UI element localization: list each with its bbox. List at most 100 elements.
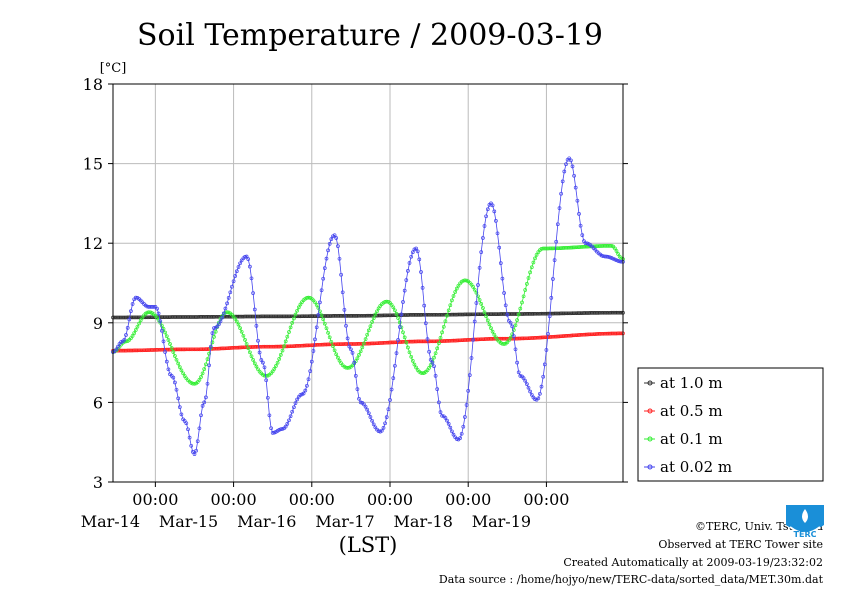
series-point — [239, 329, 244, 334]
series-point — [342, 308, 347, 312]
legend-swatch-marker — [647, 436, 653, 442]
series-point — [221, 311, 226, 316]
series-point — [441, 324, 446, 329]
series-point — [220, 315, 225, 320]
series-point — [523, 288, 528, 292]
series-point — [511, 328, 516, 332]
series-point — [252, 361, 257, 366]
series-point — [251, 358, 255, 362]
legend-swatch-marker — [647, 380, 653, 386]
series-point — [529, 392, 534, 397]
series-point — [417, 257, 422, 262]
y-tick-label: 3 — [93, 473, 103, 492]
series-point — [331, 344, 335, 349]
series-point — [520, 300, 524, 305]
series-point — [492, 209, 497, 214]
series-point — [529, 265, 534, 270]
series-point — [186, 427, 190, 432]
series-point — [160, 328, 164, 333]
series-point — [332, 233, 337, 238]
series-point — [125, 326, 130, 330]
series-point — [454, 286, 459, 291]
y-tick-label: 9 — [93, 314, 103, 333]
series-point — [288, 414, 293, 419]
series-point — [366, 411, 371, 416]
series-point — [396, 316, 400, 320]
series-point — [192, 452, 197, 456]
legend-entry-label: at 0.1 m — [660, 430, 723, 448]
series-layer — [111, 156, 625, 456]
series-point — [358, 349, 363, 354]
series-point — [362, 402, 366, 407]
series-point — [269, 426, 273, 431]
series-point — [223, 306, 228, 311]
series-point — [494, 219, 498, 223]
series-point — [428, 363, 433, 367]
series-point — [474, 301, 479, 305]
series-point — [570, 164, 575, 169]
series-point — [318, 300, 322, 305]
series-point — [179, 412, 184, 417]
series-point — [370, 320, 374, 324]
x-tick-time-label: 00:00 — [211, 490, 257, 509]
series-point — [355, 356, 360, 361]
series-point — [492, 332, 497, 337]
series-point — [393, 363, 397, 368]
series-point — [551, 277, 555, 281]
series-point — [337, 358, 342, 363]
series-point — [450, 429, 454, 434]
series-point — [604, 254, 609, 259]
series-point — [481, 236, 485, 240]
series-point — [428, 357, 433, 362]
series-point — [360, 345, 365, 350]
series-point — [345, 366, 350, 370]
series-point — [138, 318, 143, 323]
series-point — [283, 339, 288, 344]
series-point — [326, 248, 330, 253]
series-point — [161, 339, 166, 344]
series-point — [233, 316, 238, 321]
series-point — [472, 287, 477, 292]
series-point — [293, 312, 298, 317]
series-point — [446, 308, 451, 313]
series-point — [218, 319, 223, 324]
series-point — [329, 339, 334, 344]
series-point — [513, 323, 518, 328]
series-point — [373, 312, 378, 317]
series-point — [386, 407, 391, 412]
series-point — [158, 319, 163, 323]
series-point — [481, 306, 485, 310]
series-point — [381, 426, 386, 430]
series-point — [166, 338, 171, 342]
legend-entry-label: at 0.5 m — [660, 402, 723, 420]
series-point — [119, 340, 123, 344]
series-point — [347, 344, 352, 349]
series-point — [368, 324, 373, 329]
series-point — [254, 324, 259, 328]
series-point — [205, 357, 210, 361]
series-point — [507, 338, 511, 343]
series-point — [370, 418, 374, 423]
x-tick-time-label: 00:00 — [523, 490, 569, 509]
series-point — [614, 249, 619, 253]
series-point — [357, 353, 361, 357]
series-point — [384, 415, 389, 419]
series-point — [146, 310, 151, 315]
series-point — [339, 272, 343, 277]
series-point — [230, 284, 234, 289]
series-point — [314, 325, 319, 330]
series-point — [451, 432, 456, 437]
series-point — [388, 398, 392, 402]
series-point — [261, 360, 265, 365]
series-point — [482, 224, 487, 228]
series-point — [322, 321, 327, 326]
series-point — [533, 397, 537, 402]
series-point — [212, 335, 216, 339]
series-point — [616, 252, 620, 256]
y-tick-label: 15 — [83, 155, 103, 174]
series-point — [287, 330, 291, 334]
series-point — [287, 418, 291, 423]
series-point — [212, 326, 216, 330]
series-point — [207, 351, 211, 356]
series-point — [236, 265, 241, 269]
